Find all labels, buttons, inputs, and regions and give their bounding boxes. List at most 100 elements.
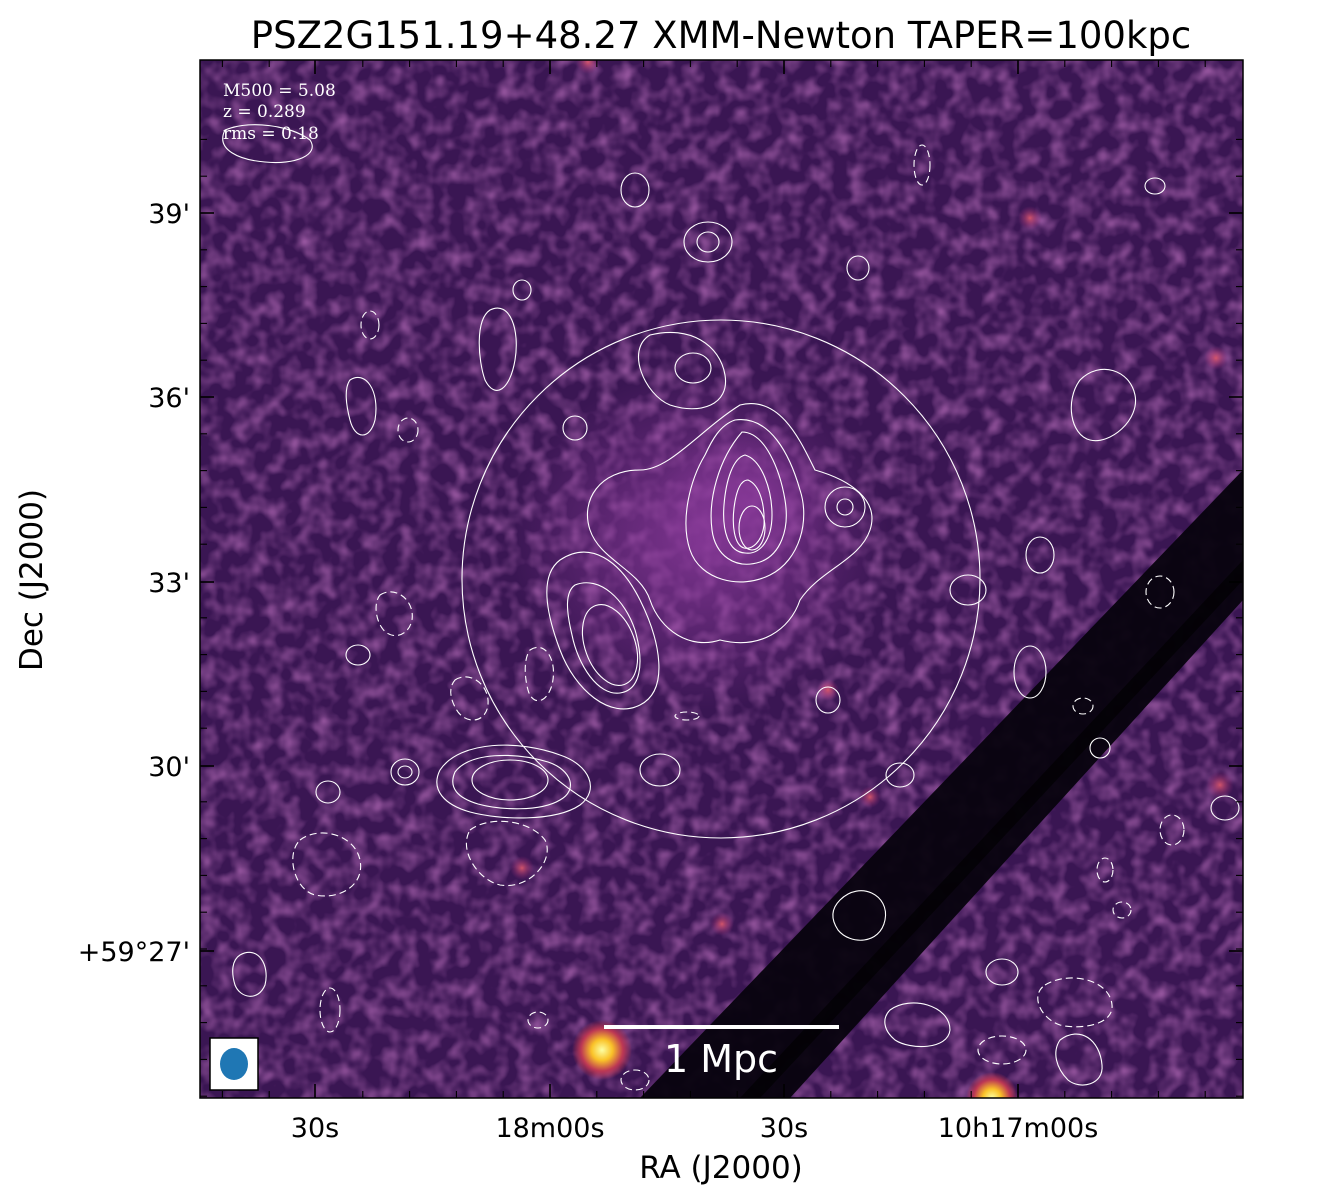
contours-negative — [292, 144, 1185, 1091]
neg-contour-17 — [1112, 901, 1132, 919]
small-contour-11 — [1210, 795, 1240, 821]
neg-contour-11 — [397, 417, 419, 443]
cluster-contour-1 — [586, 403, 873, 644]
east-knot — [1013, 645, 1047, 699]
edge-source — [966, 1072, 1018, 1098]
neg-contour-14 — [527, 1011, 549, 1029]
north-knot — [674, 352, 712, 384]
neg-contour-16 — [1096, 857, 1114, 883]
small-contour-8 — [562, 415, 588, 441]
neg-contour-6 — [375, 591, 413, 637]
cluster-contour-2 — [685, 419, 805, 583]
neg-contour-3 — [450, 676, 489, 721]
north-contour — [638, 331, 727, 410]
southwest-blob — [232, 951, 267, 997]
southwest-source-3 — [471, 759, 549, 801]
neg-contour-2 — [1037, 977, 1113, 1028]
info-redshift: z = 0.289 — [223, 102, 306, 122]
relic-contour-3 — [581, 604, 639, 686]
small-contour-10 — [1089, 737, 1111, 759]
y-axis-label: Dec (J2000) — [14, 489, 50, 671]
small-contour-6 — [885, 762, 915, 788]
cluster-contour-5 — [732, 479, 765, 549]
neg-contour-15 — [319, 987, 341, 1033]
neg-contour-4 — [524, 646, 554, 702]
chip-gap — [640, 470, 1243, 1098]
bright-point-source — [572, 1020, 632, 1080]
y-tick-label: +59°27' — [78, 937, 190, 968]
small-contour-3 — [1144, 177, 1166, 195]
x-tick-label: 30s — [291, 1113, 339, 1144]
small-contour-9 — [315, 780, 341, 804]
southeast-blob — [1055, 1033, 1103, 1086]
y-tick-label: 36' — [148, 383, 190, 414]
info-m500: M500 = 5.08 — [223, 81, 336, 101]
corner-contour — [222, 124, 313, 164]
cluster-contour-4 — [723, 454, 773, 554]
neg-contour-18 — [674, 711, 700, 721]
neg-contour-13 — [620, 1069, 650, 1091]
y-tick-label: 33' — [148, 568, 190, 599]
cluster-core — [655, 420, 835, 580]
small-contour-4 — [1025, 536, 1055, 574]
spot-lower — [710, 912, 734, 936]
spot-upper-right — [1018, 206, 1042, 230]
southeast-contour — [832, 890, 887, 941]
spot-right-lower — [1206, 771, 1234, 799]
knot-contour-1 — [824, 486, 866, 528]
x-tick-labels: 30s 18m00s 30s 10h17m00s — [291, 1113, 1099, 1144]
spot-lower-left — [510, 856, 534, 880]
top-knot-2 — [696, 231, 720, 253]
top-knot-1 — [683, 221, 733, 263]
x-axis-label: RA (J2000) — [639, 1150, 803, 1186]
contours-positive — [222, 124, 1240, 1086]
south-east-knot — [884, 1002, 951, 1048]
west-knot-2 — [397, 765, 413, 779]
y-tick-labels: 39' 36' 33' 30' +59°27' — [78, 199, 190, 968]
y-tick-label: 39' — [148, 199, 190, 230]
small-contour-14 — [985, 958, 1019, 986]
knot-contour-2 — [836, 498, 854, 516]
southwest-source-1 — [436, 744, 591, 819]
chart-title: PSZ2G151.19+48.27 XMM-Newton TAPER=100kp… — [251, 14, 1191, 57]
west-knot-1 — [390, 758, 420, 786]
spot-right — [1204, 346, 1228, 370]
axis-ticks — [200, 60, 1243, 1098]
spot-lower-mid — [859, 786, 881, 808]
top-source — [576, 60, 600, 74]
west-blob — [345, 377, 377, 436]
small-contour-5 — [949, 574, 987, 606]
northwest-filament — [478, 307, 517, 391]
spot-mid — [817, 679, 839, 701]
south-knot — [639, 753, 681, 787]
neg-contour-9 — [913, 144, 931, 186]
neg-contour-19 — [1072, 697, 1094, 715]
small-contour-12 — [512, 279, 532, 301]
xray-image: M500 = 5.08 z = 0.289 rms = 0.18 1 Mpc — [200, 60, 1243, 1098]
info-rms: rms = 0.18 — [223, 124, 319, 144]
small-contour-2 — [846, 255, 870, 281]
neg-contour-7 — [1145, 575, 1175, 609]
east-contour — [1070, 368, 1137, 442]
scale-bar-label: 1 Mpc — [664, 1037, 778, 1081]
southwest-source-2 — [452, 754, 571, 810]
y-tick-label: 30' — [148, 752, 190, 783]
neg-contour-1 — [292, 832, 362, 897]
neg-contour-5 — [465, 820, 548, 887]
neg-contour-10 — [360, 310, 380, 340]
small-contour-7 — [815, 686, 841, 714]
chip-gap-core — [740, 560, 1243, 1098]
axes-frame — [199, 59, 1244, 1099]
small-contour-1 — [620, 172, 650, 208]
cluster-contour-6 — [738, 505, 766, 551]
x-tick-label: 30s — [760, 1113, 808, 1144]
x-tick-label: 10h17m00s — [938, 1113, 1099, 1144]
cluster-contour-3 — [710, 431, 787, 565]
relic-contour-1 — [546, 551, 660, 710]
small-contour-13 — [345, 644, 371, 666]
relic-contour-2 — [566, 582, 641, 694]
neg-contour-12 — [977, 1035, 1027, 1065]
beam-ellipse — [220, 1048, 248, 1080]
